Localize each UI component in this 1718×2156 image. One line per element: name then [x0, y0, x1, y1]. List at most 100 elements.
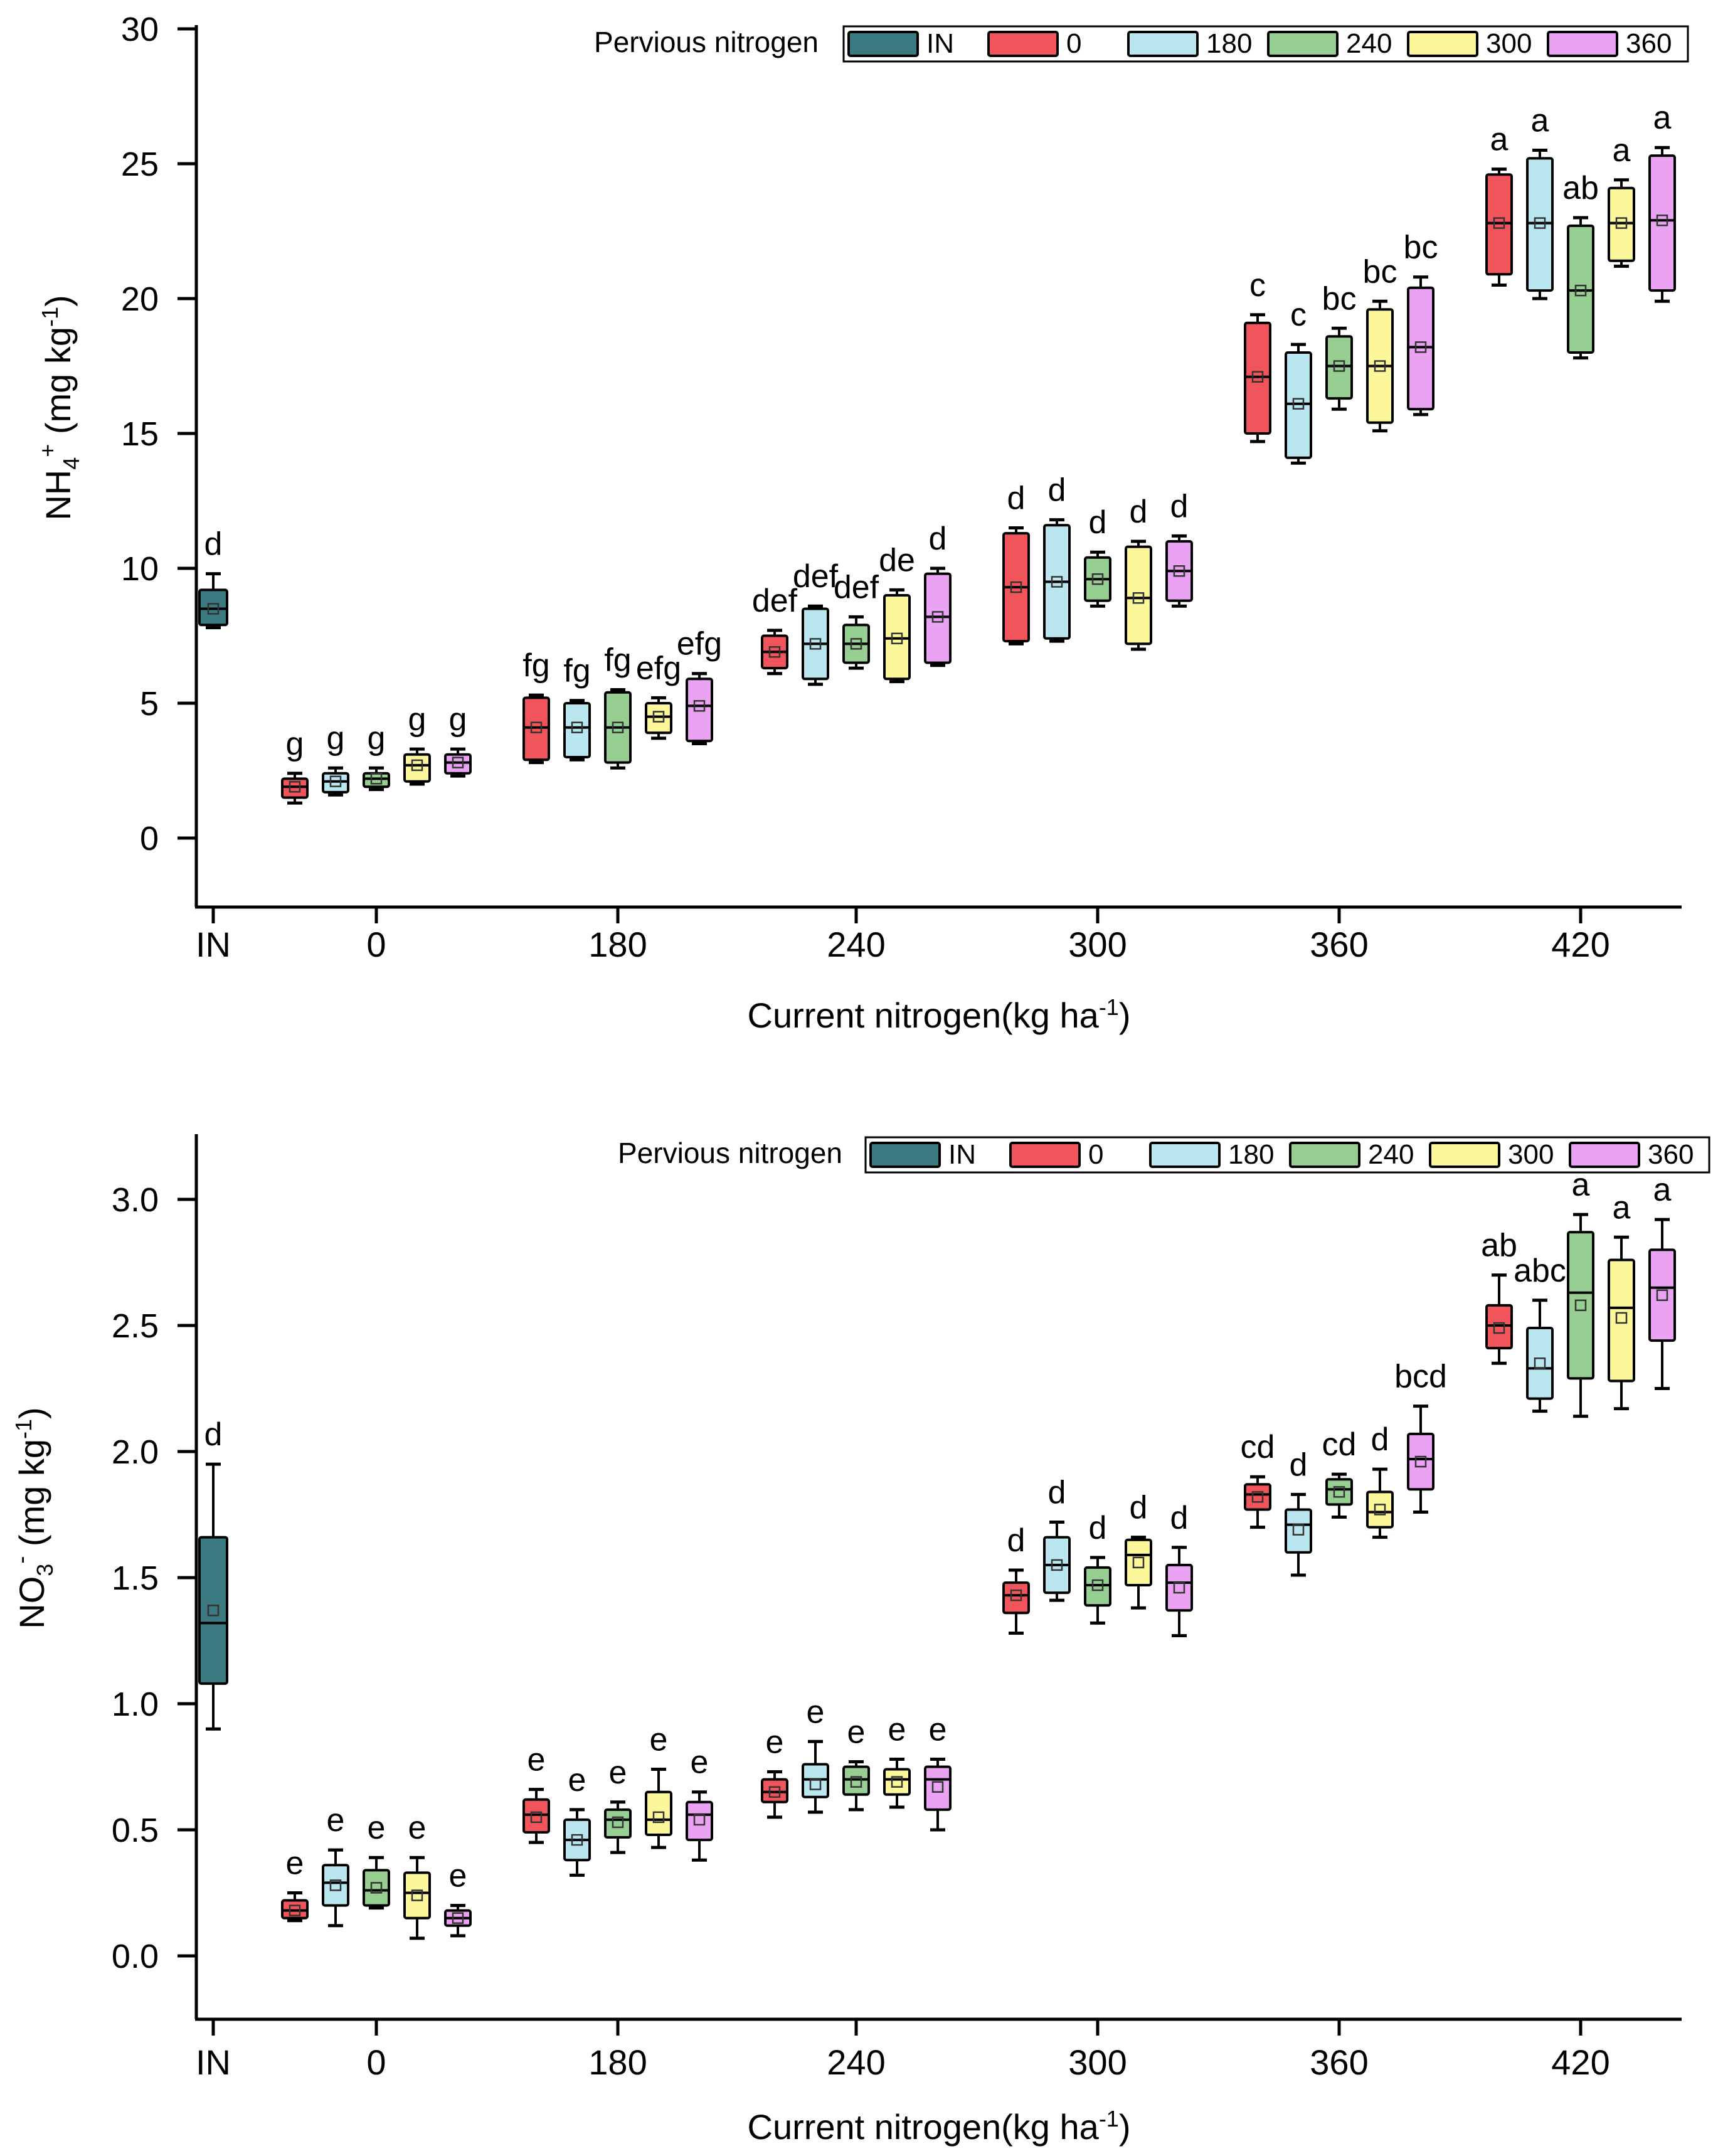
- box-360-300: bc: [1363, 253, 1397, 433]
- significance-label: bcd: [1394, 1359, 1447, 1395]
- mean-marker: [693, 700, 706, 712]
- box-360-360: bcd: [1394, 1359, 1447, 1514]
- box-240-360: d: [924, 521, 952, 667]
- legend-entry: IN: [847, 28, 954, 59]
- box-0-0: e: [281, 1845, 309, 1923]
- significance-label: d: [1007, 1522, 1026, 1559]
- box-body: [1485, 173, 1513, 276]
- mean-marker: [768, 1786, 781, 1798]
- legend-entry: 0: [987, 28, 1081, 59]
- box-360-300: d: [1366, 1421, 1394, 1539]
- box-300-240: d: [1084, 504, 1111, 608]
- y-tick-label: 3.0: [112, 1181, 159, 1219]
- legend-entry: 0: [1009, 1139, 1103, 1170]
- mean-marker: [1493, 1322, 1505, 1334]
- box-body: [522, 1798, 550, 1834]
- x-axis-label-end: ): [1119, 996, 1131, 1035]
- legend-label: 180: [1206, 28, 1252, 59]
- box-240-180: def: [793, 558, 839, 686]
- x-tick-label: 420: [1551, 925, 1609, 964]
- box-420-300: a: [1608, 1189, 1635, 1411]
- box-body: [403, 753, 431, 783]
- significance-label: d: [1170, 488, 1189, 524]
- y-axis-label-part: (mg kg: [38, 327, 78, 444]
- box-360-180: d: [1285, 1447, 1312, 1577]
- significance-label: e: [568, 1762, 586, 1798]
- significance-label: e: [929, 1711, 947, 1748]
- y-tick-label: 30: [121, 11, 159, 48]
- significance-label: e: [650, 1722, 668, 1758]
- x-tick-label: IN: [196, 925, 231, 964]
- mean-marker: [809, 1778, 822, 1790]
- mean-marker: [1574, 1299, 1587, 1312]
- significance-label: e: [327, 1802, 345, 1839]
- significance-label: d: [1048, 472, 1066, 509]
- box-body: [645, 1790, 672, 1837]
- mean-marker: [530, 721, 543, 733]
- significance-label: d: [1130, 1490, 1148, 1526]
- y-axis-label-part: ): [12, 1407, 51, 1419]
- mean-marker: [1132, 592, 1145, 604]
- box-420-180: abc: [1514, 1253, 1566, 1413]
- y-tick-label: 10: [121, 550, 159, 588]
- y-tick-label: 0.5: [112, 1812, 159, 1849]
- y-axis-label-part: -1: [37, 307, 63, 327]
- box-body: [924, 1765, 952, 1811]
- box-0-180: e: [322, 1802, 349, 1928]
- box-body: [1002, 1581, 1030, 1615]
- box-420-0: ab: [1481, 1228, 1517, 1365]
- x-tick-label: 240: [827, 925, 885, 964]
- mean-marker: [1656, 1289, 1668, 1302]
- mean-marker: [370, 1882, 383, 1894]
- legend-label: 0: [1066, 28, 1081, 59]
- x-axis-label-end: ): [1119, 2107, 1131, 2147]
- y-tick-label: 2.0: [112, 1433, 159, 1471]
- mean-marker: [530, 1811, 543, 1824]
- box-420-360: a: [1648, 100, 1676, 303]
- box-body: [522, 696, 550, 762]
- significance-label: d: [204, 526, 223, 563]
- y-axis-label-part: -: [8, 1556, 34, 1564]
- mean-marker: [891, 1776, 903, 1788]
- box-420-300: a: [1608, 132, 1635, 268]
- box-body: [322, 772, 349, 794]
- legend-swatch: [1569, 1142, 1640, 1168]
- mean-marker: [891, 632, 903, 645]
- significance-label: e: [888, 1711, 906, 1748]
- x-tick-label: 0: [366, 2042, 386, 2082]
- y-axis-label-part: +: [34, 444, 60, 457]
- significance-label: d: [1048, 1475, 1066, 1511]
- mean-marker: [1574, 284, 1587, 297]
- box-body: [883, 1768, 911, 1796]
- box-240-360: e: [924, 1711, 952, 1832]
- mean-marker: [207, 603, 220, 615]
- box-300-180: d: [1043, 472, 1071, 643]
- box-420-240: ab: [1562, 170, 1599, 360]
- y-tick-label: 0: [140, 820, 159, 858]
- box-300-360: d: [1165, 488, 1193, 608]
- mean-marker: [452, 757, 464, 768]
- box-360-0: c: [1244, 267, 1271, 443]
- mean-marker: [1656, 215, 1668, 226]
- legend-entry: 300: [1429, 1139, 1554, 1170]
- significance-label: efg: [677, 626, 722, 662]
- significance-label: d: [1130, 494, 1148, 530]
- y-axis-label: NH4+ (mg kg-1): [34, 295, 84, 520]
- box-240-0: e: [761, 1724, 788, 1819]
- x-tick-label: 360: [1310, 2042, 1368, 2082]
- significance-label: d: [1290, 1447, 1308, 1483]
- box-180-0: fg: [522, 647, 550, 765]
- box-360-240: bc: [1322, 280, 1356, 411]
- box-body: [1567, 1231, 1594, 1380]
- box-420-0: a: [1485, 122, 1513, 287]
- box-body: [1285, 351, 1312, 459]
- significance-label: e: [449, 1858, 467, 1894]
- legend-swatch: [1127, 31, 1199, 57]
- significance-label: e: [766, 1724, 784, 1761]
- legend-label: 240: [1368, 1139, 1414, 1170]
- box-body: [198, 588, 228, 627]
- box-420-180: a: [1526, 103, 1554, 300]
- box-body: [1244, 1483, 1271, 1511]
- legend-label: IN: [948, 1139, 976, 1170]
